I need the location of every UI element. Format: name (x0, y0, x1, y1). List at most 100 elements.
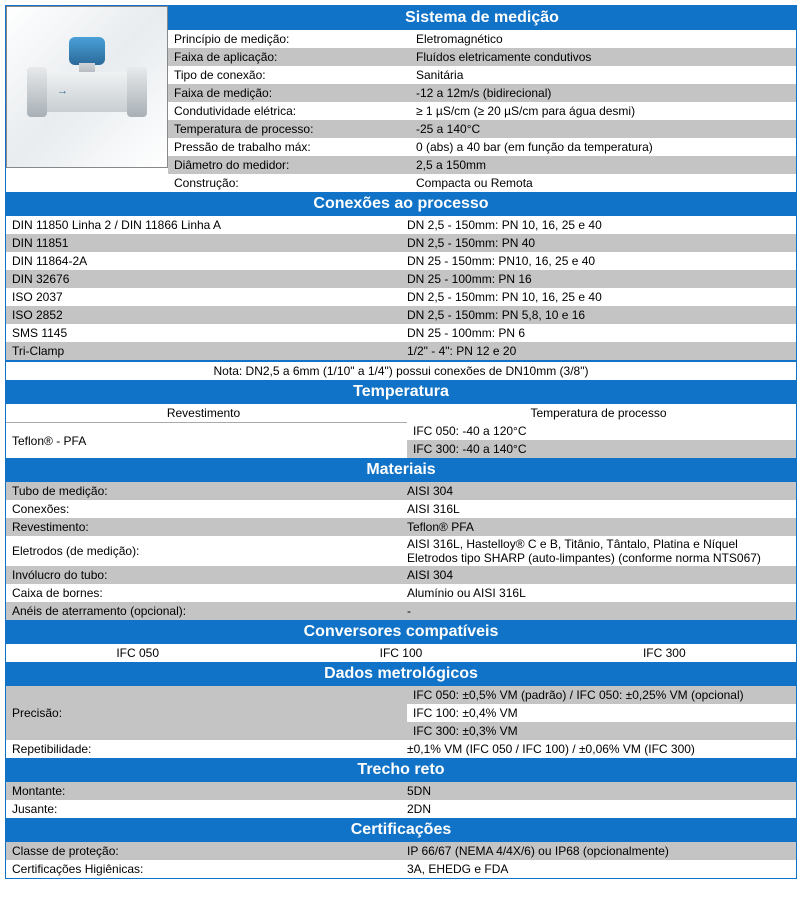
row-value: - (401, 603, 796, 619)
conexoes-note: Nota: DN2,5 a 6mm (1/10" a 1/4") possui … (6, 360, 796, 380)
row-value: AISI 316L, Hastelloy® C e B, Titânio, Tâ… (401, 536, 796, 566)
row-value: AISI 304 (401, 483, 796, 499)
table-row: Invólucro do tubo:AISI 304 (6, 566, 796, 584)
row-label: Tipo de conexão: (168, 67, 410, 83)
row-label: Caixa de bornes: (6, 585, 401, 601)
table-row: Anéis de aterramento (opcional):- (6, 602, 796, 620)
row-value: 0 (abs) a 40 bar (em função da temperatu… (410, 139, 659, 155)
row-label: SMS 1145 (6, 325, 401, 341)
row-value: DN 25 - 100mm: PN 16 (401, 271, 796, 287)
row-value: DN 25 - 150mm: PN10, 16, 25 e 40 (401, 253, 796, 269)
table-row: Diâmetro do medidor:2,5 a 150mm (168, 156, 796, 174)
row-value: DN 2,5 - 150mm: PN 10, 16, 25 e 40 (401, 217, 796, 233)
row-label: Faixa de aplicação: (168, 49, 410, 65)
row-label: DIN 11851 (6, 235, 401, 251)
table-row: SMS 1145DN 25 - 100mm: PN 6 (6, 324, 796, 342)
sistema-header: Sistema de medição (168, 6, 796, 30)
row-value: DN 2,5 - 150mm: PN 5,8, 10 e 16 (401, 307, 796, 323)
row-label: Eletrodos (de medição): (6, 543, 401, 559)
table-row: DIN 11864-2ADN 25 - 150mm: PN10, 16, 25 … (6, 252, 796, 270)
conv-1: IFC 100 (269, 645, 532, 661)
row-label: Temperatura de processo: (168, 121, 410, 137)
table-row: Conexões:AISI 316L (6, 500, 796, 518)
row-label: Invólucro do tubo: (6, 567, 401, 583)
conv-0: IFC 050 (6, 645, 269, 661)
temp-val-0: IFC 050: -40 a 120°C (407, 423, 533, 439)
temp-revestimento: Teflon® - PFA (6, 422, 407, 458)
table-row: Condutividade elétrica:≥ 1 µS/cm (≥ 20 µ… (168, 102, 796, 120)
temp-val-1: IFC 300: -40 a 140°C (407, 441, 533, 457)
row-label: Condutividade elétrica: (168, 103, 410, 119)
prec-1: IFC 100: ±0,4% VM (407, 705, 524, 721)
row-label: DIN 11864-2A (6, 253, 401, 269)
row-value: 5DN (401, 783, 796, 799)
conv-2: IFC 300 (533, 645, 796, 661)
row-label: Montante: (6, 783, 401, 799)
table-row: DIN 11851DN 2,5 - 150mm: PN 40 (6, 234, 796, 252)
table-row: Construção:Compacta ou Remota (168, 174, 796, 192)
row-label: Princípio de medição: (168, 31, 410, 47)
table-row: Faixa de aplicação:Fluídos eletricamente… (168, 48, 796, 66)
table-row: DIN 32676DN 25 - 100mm: PN 16 (6, 270, 796, 288)
row-label: ISO 2852 (6, 307, 401, 323)
row-label: DIN 32676 (6, 271, 401, 287)
table-row: ISO 2037DN 2,5 - 150mm: PN 10, 16, 25 e … (6, 288, 796, 306)
table-row: Eletrodos (de medição):AISI 316L, Hastel… (6, 536, 796, 566)
table-row: DIN 11850 Linha 2 / DIN 11866 Linha ADN … (6, 216, 796, 234)
prec-0: IFC 050: ±0,5% VM (padrão) / IFC 050: ±0… (407, 687, 750, 703)
table-row: Certificações Higiênicas:3A, EHEDG e FDA (6, 860, 796, 878)
row-value: ≥ 1 µS/cm (≥ 20 µS/cm para água desmi) (410, 103, 641, 119)
row-value: Alumínio ou AISI 316L (401, 585, 796, 601)
row-value: Teflon® PFA (401, 519, 796, 535)
table-row: Jusante:2DN (6, 800, 796, 818)
table-row: Montante:5DN (6, 782, 796, 800)
row-label: ISO 2037 (6, 289, 401, 305)
materiais-header: Materiais (6, 458, 796, 482)
row-label: Anéis de aterramento (opcional): (6, 603, 401, 619)
row-value: Compacta ou Remota (410, 175, 539, 191)
temp-body: Teflon® - PFA IFC 050: -40 a 120°C IFC 3… (6, 422, 796, 458)
row-value: AISI 304 (401, 567, 796, 583)
table-row: Tubo de medição:AISI 304 (6, 482, 796, 500)
table-row: Revestimento:Teflon® PFA (6, 518, 796, 536)
row-label: Certificações Higiênicas: (6, 861, 401, 877)
row-label: Revestimento: (6, 519, 401, 535)
row-value: 2DN (401, 801, 796, 817)
row-value: DN 2,5 - 150mm: PN 10, 16, 25 e 40 (401, 289, 796, 305)
row-value: Sanitária (410, 67, 469, 83)
row-label: Classe de proteção: (6, 843, 401, 859)
row-value: 2,5 a 150mm (410, 157, 492, 173)
table-row: Tipo de conexão:Sanitária (168, 66, 796, 84)
prec-2: IFC 300: ±0,3% VM (407, 723, 524, 739)
dados-header: Dados metrológicos (6, 662, 796, 686)
precisao-block: Precisão: IFC 050: ±0,5% VM (padrão) / I… (6, 686, 796, 740)
temperatura-header: Temperatura (6, 380, 796, 404)
cert-header: Certificações (6, 818, 796, 842)
table-row: Classe de proteção:IP 66/67 (NEMA 4/4X/6… (6, 842, 796, 860)
top-section: → Sistema de medição Princípio de mediçã… (6, 6, 796, 192)
table-row: Faixa de medição:-12 a 12m/s (bidirecion… (168, 84, 796, 102)
product-image: → (6, 6, 168, 168)
table-row: ISO 2852DN 2,5 - 150mm: PN 5,8, 10 e 16 (6, 306, 796, 324)
row-label: DIN 11850 Linha 2 / DIN 11866 Linha A (6, 217, 401, 233)
row-value: 3A, EHEDG e FDA (401, 861, 796, 877)
row-label: Pressão de trabalho máx: (168, 139, 410, 155)
row-value: DN 2,5 - 150mm: PN 40 (401, 235, 796, 251)
row-value: Eletromagnético (410, 31, 509, 47)
table-row: Princípio de medição:Eletromagnético (168, 30, 796, 48)
row-label: Conexões: (6, 501, 401, 517)
row-value: AISI 316L (401, 501, 796, 517)
row-value: -25 a 140°C (410, 121, 486, 137)
conversores-header: Conversores compatíveis (6, 620, 796, 644)
table-row: Caixa de bornes:Alumínio ou AISI 316L (6, 584, 796, 602)
row-value: IP 66/67 (NEMA 4/4X/6) ou IP68 (opcional… (401, 843, 796, 859)
row-label: Tubo de medição: (6, 483, 401, 499)
table-row: Tri-Clamp1/2" - 4": PN 12 e 20 (6, 342, 796, 360)
row-label: Faixa de medição: (168, 85, 410, 101)
table-row: Pressão de trabalho máx:0 (abs) a 40 bar… (168, 138, 796, 156)
spec-table: → Sistema de medição Princípio de mediçã… (5, 5, 797, 879)
row-label: Jusante: (6, 801, 401, 817)
row-label: Diâmetro do medidor: (168, 157, 410, 173)
row-value: 1/2" - 4": PN 12 e 20 (401, 343, 796, 359)
precisao-label: Precisão: (6, 686, 407, 740)
